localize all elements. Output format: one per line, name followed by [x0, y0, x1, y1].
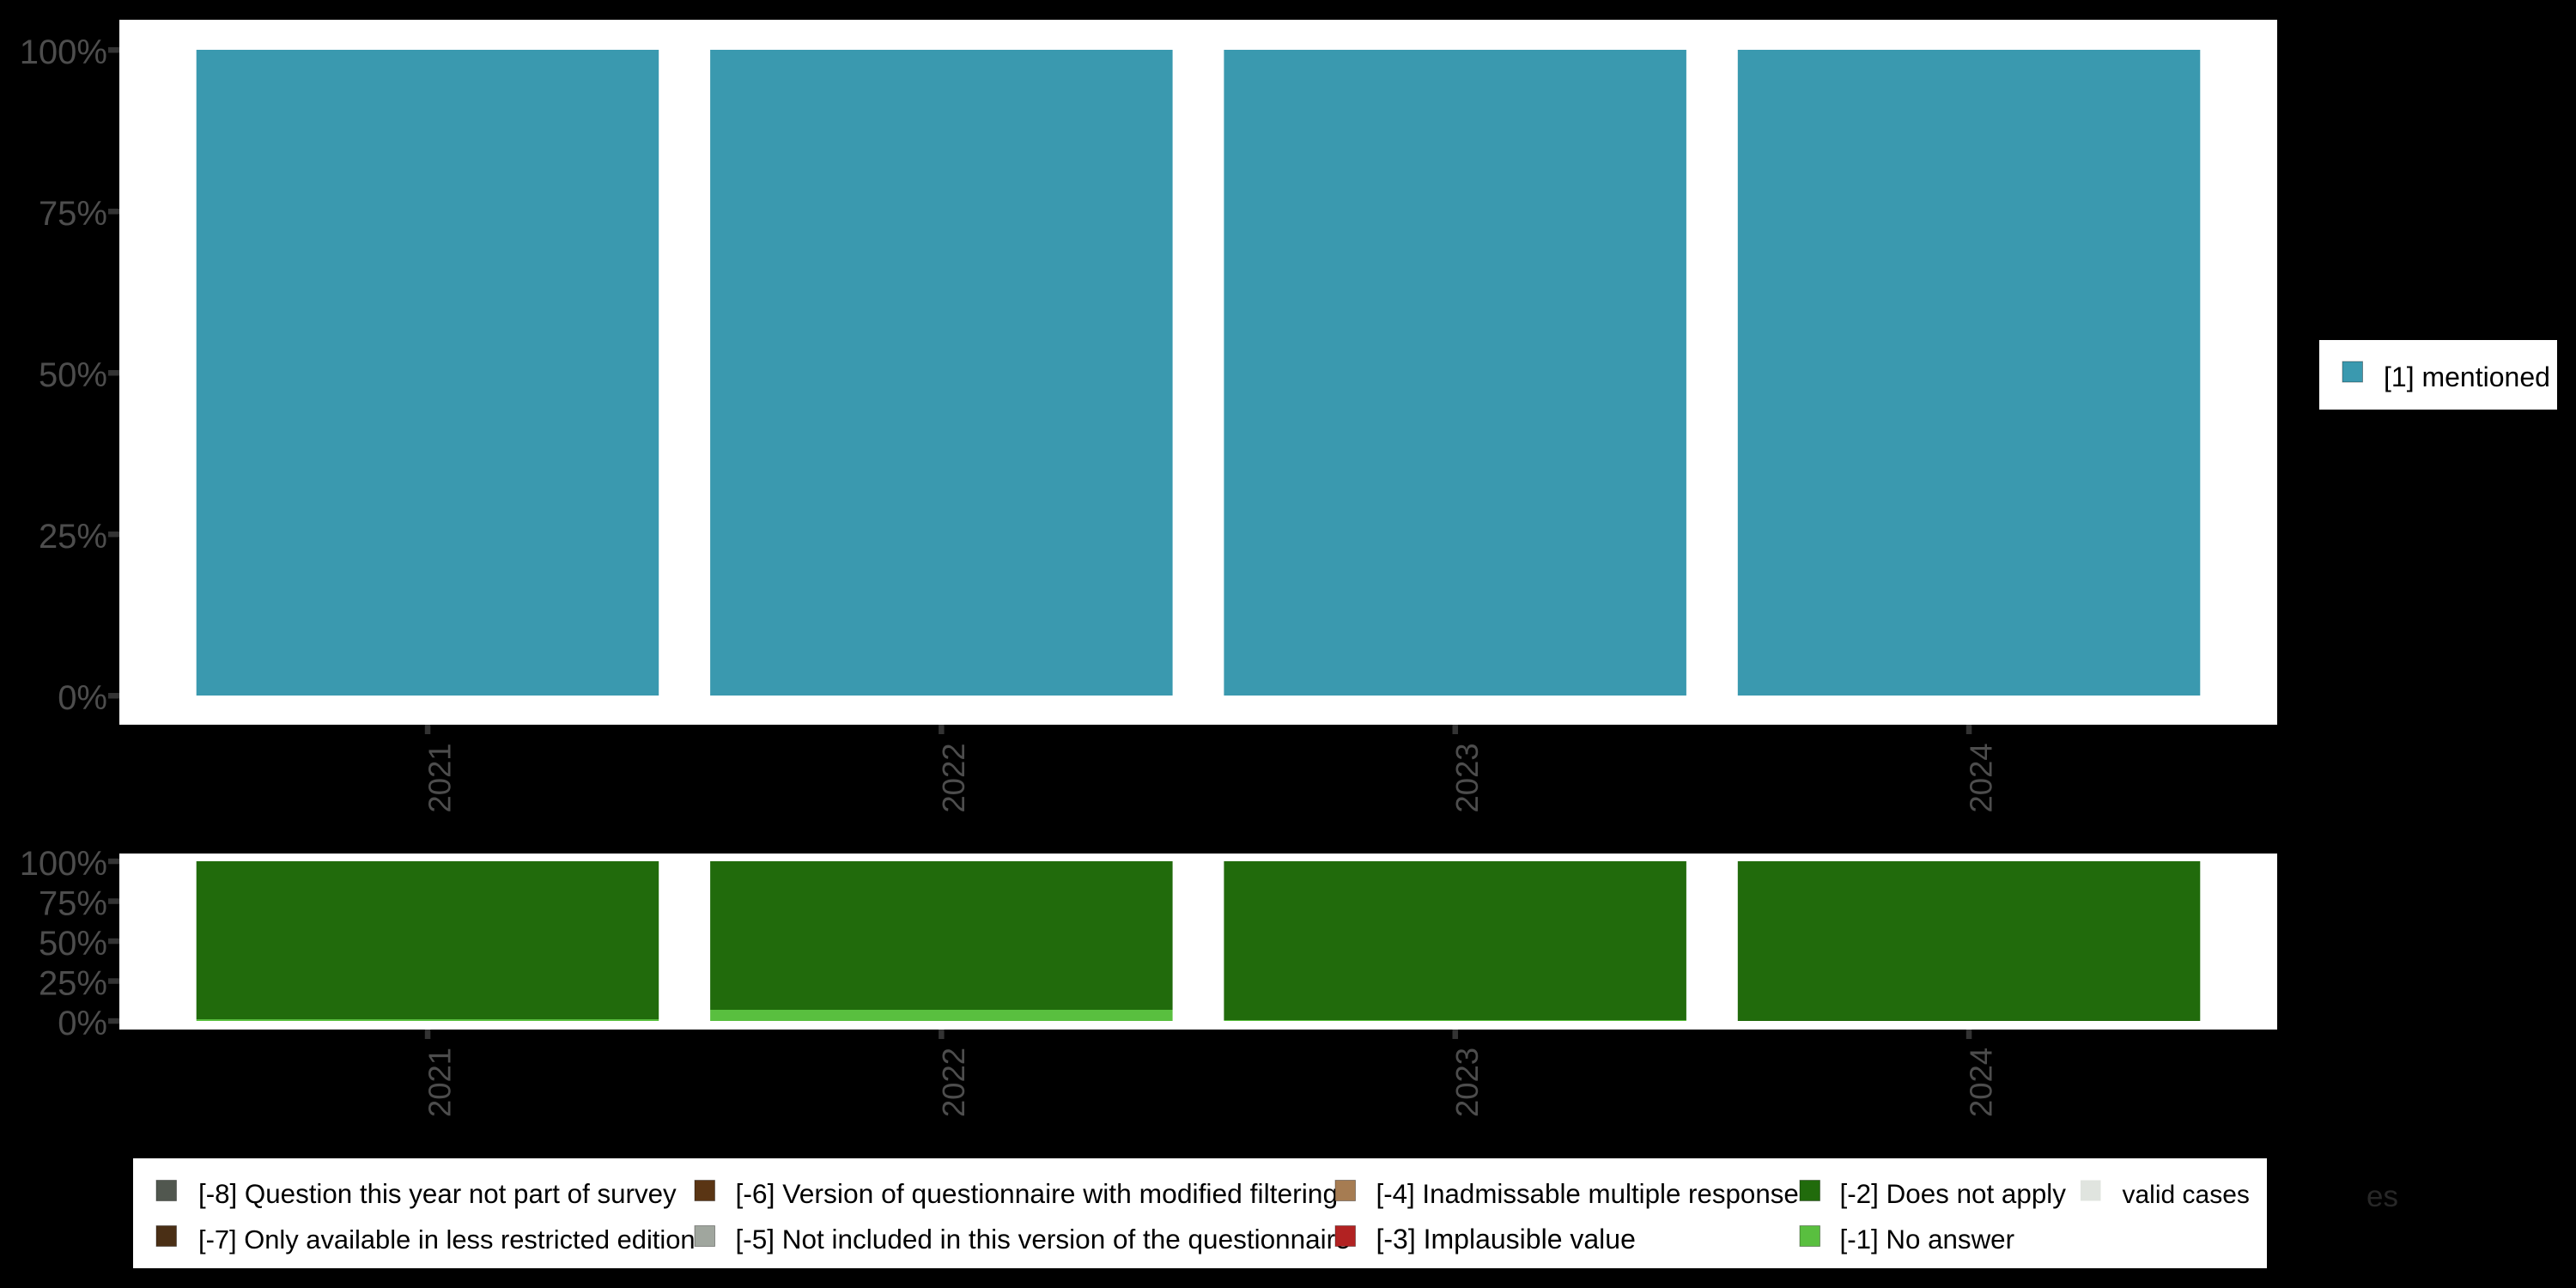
svg-text:[-7] Only available in less re: [-7] Only available in less restricted e… [198, 1224, 696, 1255]
svg-text:50%: 50% [39, 925, 107, 963]
svg-text:[-8] Question this year not pa: [-8] Question this year not part of surv… [198, 1179, 677, 1209]
svg-text:valid cases: valid cases [2123, 1181, 2250, 1209]
svg-text:2023: 2023 [1449, 1048, 1485, 1117]
svg-text:0%: 0% [58, 1005, 107, 1042]
svg-text:[1] mentioned: [1] mentioned [2384, 361, 2550, 392]
svg-text:0%: 0% [58, 679, 107, 717]
svg-text:[-1] No answer: [-1] No answer [1840, 1224, 2015, 1255]
svg-text:50%: 50% [39, 356, 107, 394]
svg-text:[-5] Not included in this vers: [-5] Not included in this version of the… [736, 1224, 1351, 1255]
svg-text:[-2] Does not apply: [-2] Does not apply [1840, 1179, 2067, 1209]
svg-text:2022: 2022 [936, 1048, 971, 1117]
svg-text:75%: 75% [39, 885, 107, 923]
svg-text:100%: 100% [20, 845, 107, 883]
svg-text:25%: 25% [39, 518, 107, 556]
svg-text:75%: 75% [39, 195, 107, 233]
svg-text:es: es [2366, 1180, 2398, 1213]
svg-text:100%: 100% [20, 33, 107, 71]
svg-text:2021: 2021 [422, 1048, 458, 1117]
svg-text:2024: 2024 [1964, 1048, 1999, 1117]
svg-text:25%: 25% [39, 965, 107, 1003]
svg-text:[-3] Implausible value: [-3] Implausible value [1376, 1224, 1636, 1255]
svg-text:2022: 2022 [936, 743, 971, 812]
svg-text:2024: 2024 [1964, 743, 1999, 812]
svg-text:2023: 2023 [1449, 743, 1485, 812]
svg-text:[-4] Inadmissable multiple res: [-4] Inadmissable multiple response [1376, 1179, 1799, 1209]
svg-text:2021: 2021 [422, 743, 458, 812]
svg-text:[-6] Version of questionnaire: [-6] Version of questionnaire with modif… [736, 1178, 1339, 1209]
